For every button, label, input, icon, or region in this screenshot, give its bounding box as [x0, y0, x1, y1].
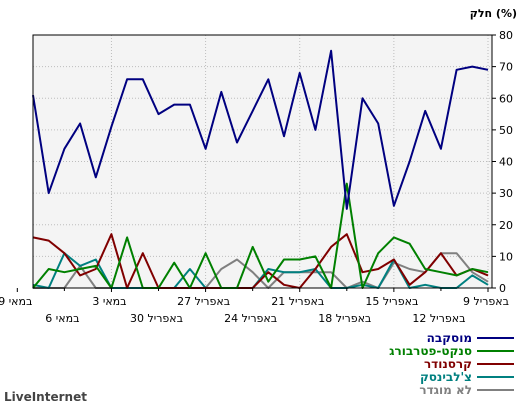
x-tick-label: 21 באפריל: [271, 295, 324, 308]
series-line: [32, 49, 489, 210]
legend-label: לא מוגדר: [419, 383, 472, 397]
legend-label: צ'לבינסק: [420, 370, 472, 384]
series-line: [32, 233, 489, 289]
grid-lines: [33, 35, 492, 288]
y-axis-label: חלק (%): [470, 7, 517, 20]
y-tick-label: 40: [499, 156, 513, 169]
x-tick-label: 27 באפריל: [177, 295, 230, 308]
y-tick-label: 70: [499, 61, 513, 74]
y-tick-label: 0: [499, 282, 506, 295]
series-line: [32, 182, 489, 289]
x-tick-label: 18 באפריל: [318, 312, 371, 325]
x-tick-label: 24 באפריל: [224, 312, 277, 325]
y-axis-ticks: 0 10 20 30 40 50 60 70 80: [492, 29, 513, 295]
legend-label: קרסנודר: [424, 357, 472, 371]
x-tick-label: 9 במאי: [0, 295, 32, 308]
y-tick-label: 80: [499, 29, 513, 42]
y-tick-label: 20: [499, 219, 513, 232]
y-tick-label: 60: [499, 92, 513, 105]
y-tick-label: 50: [499, 124, 513, 137]
x-tick-label: 9 באפריל: [463, 295, 509, 308]
y-tick-label: 30: [499, 187, 513, 200]
x-tick-label: 3 במאי: [92, 295, 126, 308]
plot-background: [33, 35, 492, 288]
legend-label: מוסקבה: [427, 331, 472, 345]
x-axis-ticks: 9 באפריל 15 באפריל 21 באפריל 27 באפריל 3 במא…: [0, 288, 509, 325]
x-tick-label: 30 באפריל: [130, 312, 183, 325]
legend-label: סנקט-פטרבורג: [389, 344, 472, 358]
brand-label: LiveInternet: [4, 390, 87, 404]
y-tick-label: 10: [499, 250, 513, 263]
x-tick-label: 15 באפריל: [365, 295, 418, 308]
x-tick-label: 6 במאי: [45, 312, 79, 325]
x-tick-label: 12 באפריל: [412, 312, 465, 325]
